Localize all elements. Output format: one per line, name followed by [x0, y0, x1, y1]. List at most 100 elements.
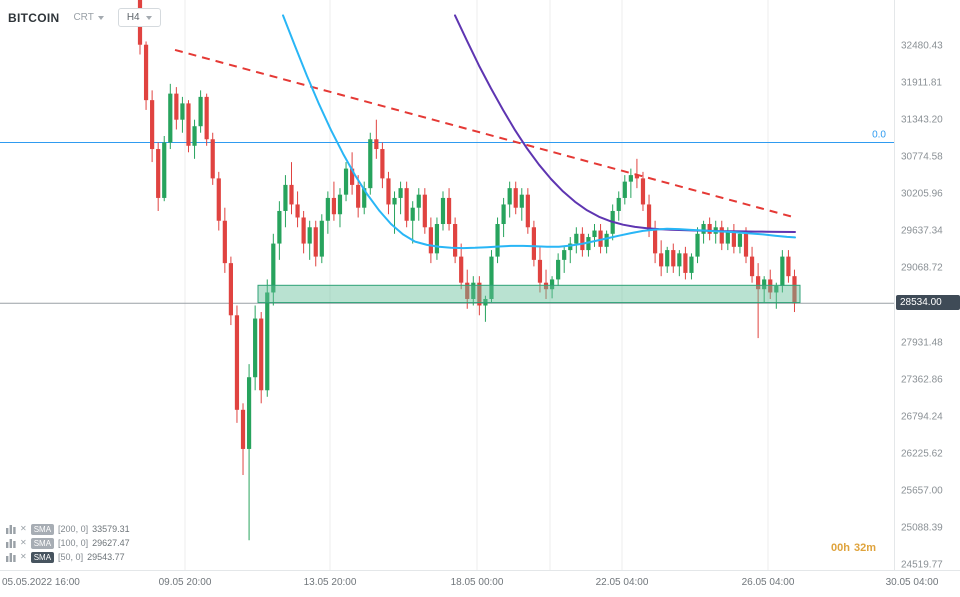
candle-body — [216, 178, 221, 221]
indicator-value: 29627.47 — [92, 538, 130, 548]
time-tick: 22.05 04:00 — [595, 577, 649, 588]
time-axis[interactable]: 05.05.2022 16:00 09.05 20:00 13.05 20:00 18… — [0, 570, 960, 597]
indicator-chart-icon[interactable] — [6, 552, 16, 562]
price-tick: 27931.48 — [901, 337, 943, 349]
indicator-name-chip[interactable]: SMA — [30, 523, 55, 535]
candle-body — [762, 279, 767, 290]
indicator-params: [200, 0] — [58, 524, 89, 534]
indicator-params: [50, 0] — [58, 552, 84, 562]
candle-body — [434, 224, 440, 254]
candle-body — [792, 276, 797, 304]
timeframe-dropdown[interactable]: H4 — [117, 8, 161, 27]
candle-body — [222, 220, 227, 264]
candle-body — [168, 93, 173, 143]
candle-body — [707, 224, 712, 234]
price-tick: 27362.86 — [901, 374, 943, 386]
candle-body — [725, 230, 730, 244]
candle-body — [180, 103, 185, 120]
candle-body — [313, 227, 318, 257]
candle-body — [271, 243, 276, 293]
candle-body — [701, 224, 706, 234]
candle-body — [465, 282, 470, 299]
indicator-value: 29543.77 — [87, 552, 125, 562]
time-tick: 05.05.2022 16:00 — [2, 577, 80, 588]
candle-body — [453, 224, 458, 257]
candle-body — [659, 253, 664, 267]
sma-50-line[interactable] — [282, 14, 796, 250]
candle-body — [380, 149, 385, 179]
candle-body — [556, 259, 561, 280]
candle-body — [337, 194, 343, 215]
candle-body — [495, 224, 500, 257]
candle-body — [156, 149, 161, 198]
candle-body — [604, 233, 609, 247]
candle-body — [174, 93, 179, 120]
candle-body — [440, 197, 446, 225]
remove-indicator-icon[interactable]: ✕ — [20, 524, 27, 533]
indicator-chart-icon[interactable] — [6, 538, 16, 548]
candle-body — [295, 204, 300, 218]
candle-body — [574, 233, 579, 244]
candle-body — [622, 181, 627, 198]
candles — [137, 0, 797, 541]
candle-body — [786, 256, 791, 277]
candle-body — [350, 168, 355, 185]
indicator-name-chip[interactable]: SMA — [30, 551, 55, 563]
candle-body — [277, 210, 282, 244]
candle-body — [204, 96, 209, 140]
indicator-value: 33579.31 — [92, 524, 130, 534]
candle-body — [289, 184, 294, 205]
candle-body — [549, 279, 555, 290]
candle-body — [143, 44, 149, 101]
candle-body — [150, 100, 155, 150]
candle-body — [671, 250, 676, 267]
candle-body — [198, 96, 203, 127]
candle-body — [374, 139, 379, 150]
candle-body — [513, 188, 518, 208]
candle-body — [616, 197, 621, 211]
indicator-legend: ✕ SMA [200, 0] 33579.31 ✕ SMA [100, 0] 2… — [6, 523, 130, 563]
indicator-chart-icon[interactable] — [6, 524, 16, 534]
candle-body — [392, 197, 397, 205]
support-zone[interactable] — [257, 284, 801, 304]
candle-body — [634, 175, 640, 179]
symbol-name[interactable]: BITCOIN — [8, 10, 60, 25]
candle-body — [265, 292, 270, 391]
candle-body — [562, 250, 567, 260]
time-tick: 26.05 04:00 — [741, 577, 795, 588]
price-axis[interactable]: 32480.43 31911.81 31343.20 30774.58 30205.96… — [894, 0, 960, 571]
candle-body — [356, 184, 361, 208]
candle-body — [422, 194, 427, 228]
trendline[interactable] — [174, 48, 796, 219]
candle-body — [731, 230, 736, 247]
candle-body — [598, 230, 603, 247]
candle-body — [519, 194, 524, 208]
candle-body — [537, 259, 543, 283]
candle-body — [416, 194, 421, 208]
candle-body — [689, 256, 694, 273]
indicator-name-chip[interactable]: SMA — [30, 537, 55, 549]
candle-body — [580, 233, 585, 251]
time-tick: 18.05 00:00 — [450, 577, 504, 588]
candle-body — [653, 230, 658, 254]
candle-body — [592, 230, 597, 238]
remove-indicator-icon[interactable]: ✕ — [20, 552, 27, 561]
time-tick: 13.05 20:00 — [303, 577, 357, 588]
candle-body — [459, 256, 464, 283]
candle-body — [246, 377, 252, 449]
candle-body — [362, 188, 367, 208]
candle-body — [489, 256, 494, 299]
candle-body — [307, 227, 312, 244]
price-tick: 24519.77 — [901, 559, 943, 571]
candle-body — [501, 204, 506, 225]
remove-indicator-icon[interactable]: ✕ — [20, 538, 27, 547]
candle-close-countdown: 00h 32m — [831, 542, 876, 554]
candle-body — [253, 318, 258, 378]
candle-body — [283, 184, 288, 211]
price-tick: 31911.81 — [901, 77, 942, 89]
price-chart-canvas[interactable]: 0.0 — [0, 0, 894, 570]
chart-type-dropdown[interactable]: CRT — [73, 12, 104, 23]
candle-body — [774, 285, 779, 293]
price-tick: 32480.43 — [901, 40, 943, 52]
